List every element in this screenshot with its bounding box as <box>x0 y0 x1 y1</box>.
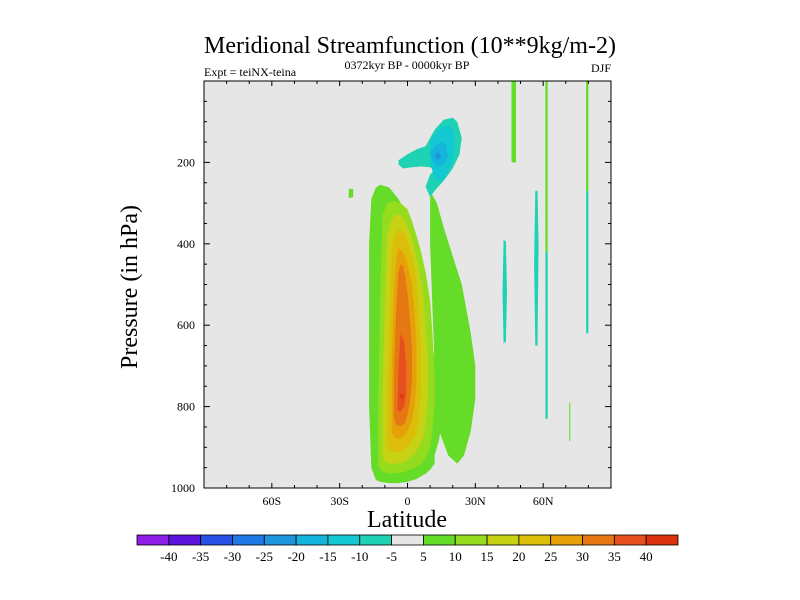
colorbar-swatch <box>518 534 552 546</box>
colorbar-swatch <box>136 534 170 546</box>
contour-upper-cell-band-m20 <box>434 152 442 161</box>
colorbar-swatch <box>327 534 361 546</box>
colorbar-label: -25 <box>256 549 273 564</box>
y-tick-label: 1000 <box>171 481 195 495</box>
colorbar-swatch <box>613 534 647 546</box>
x-tick-label: 30N <box>465 494 486 508</box>
colorbar-label: -35 <box>192 549 209 564</box>
colorbar-label: -15 <box>319 549 336 564</box>
contour-nh-streak-70n-lower <box>586 190 589 334</box>
x-tick-label: 60N <box>533 494 554 508</box>
contour-nh-streak-52n-upper <box>545 81 548 252</box>
colorbar-label: 30 <box>576 549 589 564</box>
chart-title: Meridional Streamfunction (10**9kg/m-2) <box>204 33 616 59</box>
colorbar-label: 40 <box>640 549 653 564</box>
contour-lens-43n <box>502 239 507 344</box>
colorbar-label: -30 <box>224 549 241 564</box>
colorbar-label: 10 <box>449 549 462 564</box>
colorbar-swatch <box>168 534 202 546</box>
colorbar: -40 -35 -30 -25 -20 -15 -10 -5 5 10 15 20 25 30 35 40 <box>136 534 679 564</box>
colorbar-label: -40 <box>160 549 177 564</box>
y-tick-label: 800 <box>177 400 195 414</box>
colorbar-label: 35 <box>608 549 621 564</box>
x-tick-label: 30S <box>330 494 349 508</box>
colorbar-swatch <box>359 534 392 546</box>
colorbar-swatch <box>391 534 424 546</box>
colorbar-label: 20 <box>512 549 525 564</box>
y-tick-label: 400 <box>177 237 195 251</box>
contour-mean-cell-band-40 <box>400 394 404 399</box>
colorbar-swatch <box>550 534 583 546</box>
contour-stub-71n <box>569 402 571 442</box>
experiment-label: Expt = teiNX-teina <box>204 65 297 79</box>
contour-mean-cell-band-35 <box>397 333 407 412</box>
y-axis-label: Pressure (in hPa) <box>117 205 143 369</box>
contour-ne-tongue-band-5 <box>430 190 476 464</box>
colorbar-swatch <box>295 534 329 546</box>
x-tick-label: 0 <box>405 494 411 508</box>
period-label: 0372kyr BP - 0000kyr BP <box>345 58 470 72</box>
x-axis-label: Latitude <box>367 507 447 533</box>
colorbar-label: -5 <box>386 549 397 564</box>
x-tick-label: 60S <box>262 494 281 508</box>
colorbar-swatch <box>582 534 615 546</box>
contour-nh-streak-70n-upper <box>586 81 589 191</box>
y-tick-label: 600 <box>177 318 195 332</box>
y-tick-label: 200 <box>177 155 195 169</box>
season-label: DJF <box>591 61 611 75</box>
colorbar-swatch <box>454 534 488 546</box>
colorbar-swatch <box>645 534 679 546</box>
colorbar-label: 25 <box>544 549 557 564</box>
colorbar-swatch <box>423 534 456 546</box>
colorbar-label: 15 <box>481 549 494 564</box>
colorbar-swatch <box>200 534 233 546</box>
colorbar-swatch <box>263 534 297 546</box>
contour-small-sh-patch <box>348 188 354 199</box>
contour-nh-streak-45n <box>511 81 516 163</box>
contour-nh-streak-52n-lower <box>545 251 548 419</box>
colorbar-label: 5 <box>420 549 427 564</box>
colorbar-swatch <box>486 534 520 546</box>
colorbar-label: -20 <box>287 549 304 564</box>
colorbar-swatch <box>232 534 265 546</box>
colorbar-label: -10 <box>351 549 368 564</box>
contour-lens-57n <box>534 190 539 346</box>
